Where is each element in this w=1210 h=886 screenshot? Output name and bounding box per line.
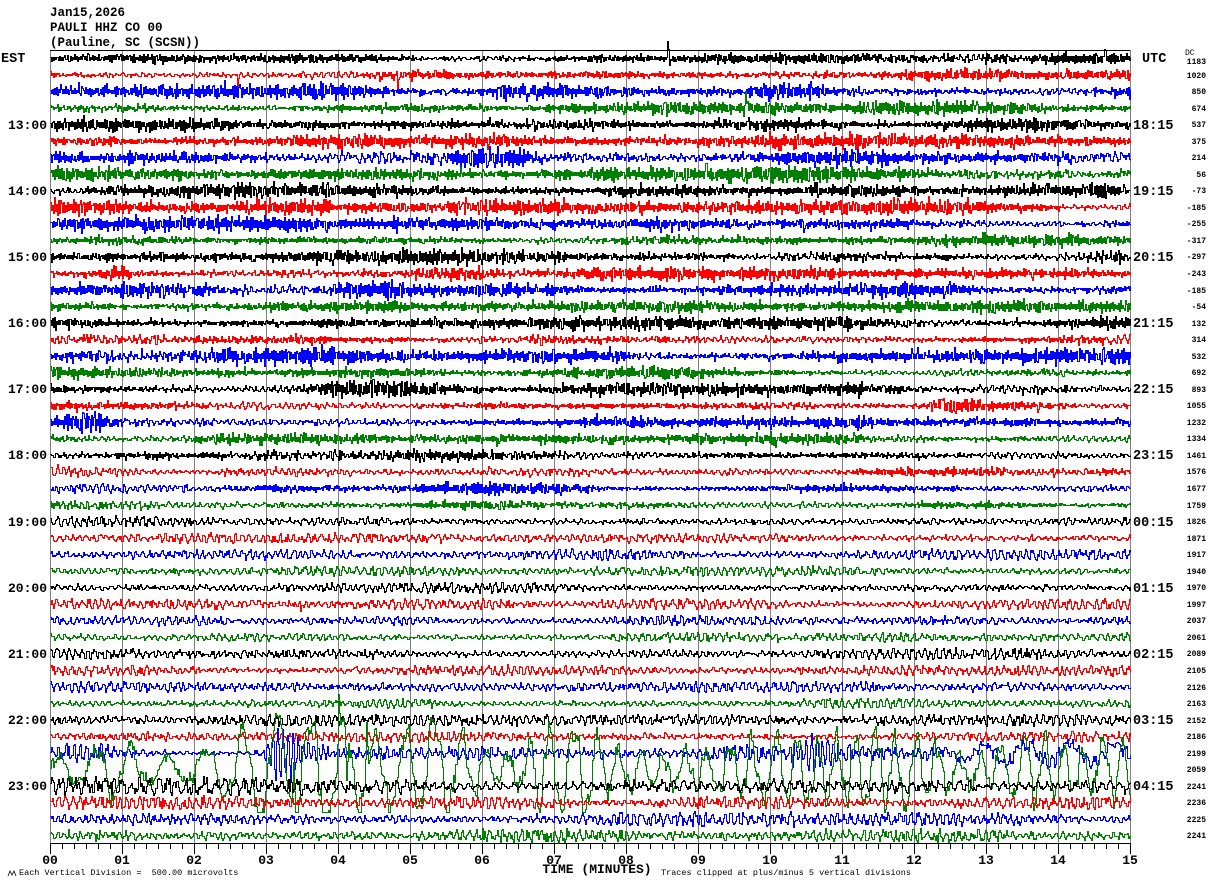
svg-text:1020: 1020 [1187,72,1206,81]
svg-text:2126: 2126 [1187,684,1206,693]
svg-text:1232: 1232 [1187,419,1206,428]
svg-text:-185: -185 [1187,204,1206,213]
svg-text:17:00: 17:00 [8,382,47,397]
svg-text:314: 314 [1192,336,1207,345]
svg-text:02: 02 [186,853,202,868]
svg-text:532: 532 [1192,353,1207,362]
svg-text:Traces clipped at plus/minus 5: Traces clipped at plus/minus 5 vertical … [661,868,911,878]
svg-text:674: 674 [1192,105,1207,114]
svg-text:-255: -255 [1187,220,1206,229]
svg-text:2199: 2199 [1187,750,1206,759]
svg-text:00: 00 [42,853,58,868]
svg-text:893: 893 [1192,386,1207,395]
svg-text:03: 03 [258,853,274,868]
svg-text:(Pauline, SC (SCSN)): (Pauline, SC (SCSN)) [50,36,200,50]
svg-text:20:00: 20:00 [8,581,47,596]
svg-text:2241: 2241 [1187,832,1206,841]
svg-text:850: 850 [1192,88,1207,97]
svg-text:18:15: 18:15 [1133,119,1174,134]
svg-text:537: 537 [1192,121,1207,130]
svg-text:11: 11 [834,853,850,868]
svg-text:03:15: 03:15 [1133,714,1174,729]
svg-text:04: 04 [330,853,346,868]
svg-text:01:15: 01:15 [1133,582,1174,597]
svg-text:06: 06 [474,853,490,868]
svg-text:14: 14 [1050,853,1066,868]
svg-text:2236: 2236 [1187,799,1206,808]
svg-text:2225: 2225 [1187,816,1206,825]
svg-text:14:00: 14:00 [8,184,47,199]
svg-text:2037: 2037 [1187,617,1206,626]
svg-text:1677: 1677 [1187,485,1206,494]
svg-text:375: 375 [1192,138,1207,147]
svg-text:-243: -243 [1187,270,1206,279]
svg-text:05: 05 [402,853,418,868]
svg-text:2152: 2152 [1187,717,1206,726]
svg-text:2061: 2061 [1187,634,1206,643]
svg-text:132: 132 [1192,320,1207,329]
svg-text:19:15: 19:15 [1133,185,1174,200]
svg-text:1997: 1997 [1187,601,1206,610]
svg-text:07: 07 [546,853,562,868]
svg-text:21:15: 21:15 [1133,317,1174,332]
svg-text:23:00: 23:00 [8,779,47,794]
svg-text:08: 08 [618,853,634,868]
svg-text:TIME (MINUTES): TIME (MINUTES) [542,862,651,877]
svg-text:Jan15,2026: Jan15,2026 [50,6,125,20]
svg-text:01: 01 [114,853,130,868]
svg-text:19:00: 19:00 [8,515,47,530]
svg-text:2241: 2241 [1187,783,1206,792]
svg-text:1826: 1826 [1187,518,1206,527]
svg-text:22:15: 22:15 [1133,383,1174,398]
svg-text:DC: DC [1185,49,1195,58]
svg-text:-297: -297 [1187,253,1206,262]
svg-text:-54: -54 [1192,303,1207,312]
svg-text:2186: 2186 [1187,733,1206,742]
svg-text:1917: 1917 [1187,551,1206,560]
svg-text:15:00: 15:00 [8,250,47,265]
svg-text:1759: 1759 [1187,502,1206,511]
svg-text:10: 10 [762,853,778,868]
svg-text:1334: 1334 [1187,435,1206,444]
svg-text:UTC: UTC [1142,52,1166,67]
svg-text:2105: 2105 [1187,667,1206,676]
svg-text:2163: 2163 [1187,700,1206,709]
svg-text:13: 13 [978,853,994,868]
svg-text:1970: 1970 [1187,584,1206,593]
svg-text:2059: 2059 [1187,766,1206,775]
svg-text:1940: 1940 [1187,568,1206,577]
svg-text:09: 09 [690,853,706,868]
svg-text:2089: 2089 [1187,650,1206,659]
svg-text:PAULI HHZ CO 00: PAULI HHZ CO 00 [50,21,163,35]
svg-text:EST: EST [1,52,25,67]
svg-text:214: 214 [1192,154,1207,163]
svg-text:23:15: 23:15 [1133,449,1174,464]
svg-text:16:00: 16:00 [8,316,47,331]
svg-text:04:15: 04:15 [1133,780,1174,795]
svg-text:-185: -185 [1187,287,1206,296]
svg-text:21:00: 21:00 [8,647,47,662]
svg-text:22:00: 22:00 [8,713,47,728]
svg-text:15: 15 [1122,853,1138,868]
svg-text:Each Vertical Division = 500.: Each Vertical Division = 500.00 microvol… [19,868,238,878]
svg-text:1461: 1461 [1187,452,1206,461]
svg-text:1871: 1871 [1187,535,1206,544]
svg-text:56: 56 [1196,171,1206,180]
svg-text:13:00: 13:00 [8,118,47,133]
svg-text:1576: 1576 [1187,468,1206,477]
svg-text:02:15: 02:15 [1133,648,1174,663]
svg-text:692: 692 [1192,369,1207,378]
svg-text:-73: -73 [1192,187,1207,196]
svg-text:1183: 1183 [1187,58,1206,67]
svg-text:00:15: 00:15 [1133,516,1174,531]
svg-text:20:15: 20:15 [1133,251,1174,266]
svg-text:-317: -317 [1187,237,1206,246]
svg-text:12: 12 [906,853,922,868]
svg-text:1055: 1055 [1187,402,1206,411]
svg-text:18:00: 18:00 [8,448,47,463]
